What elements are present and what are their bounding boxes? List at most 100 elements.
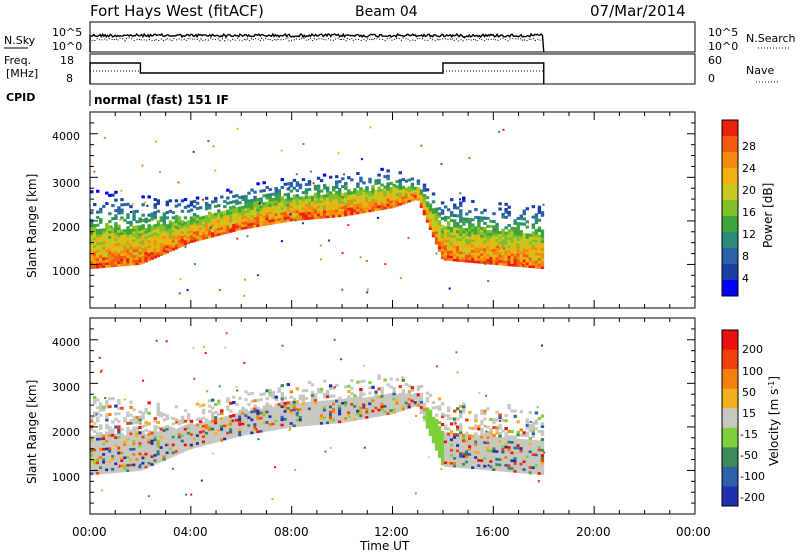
echo-cell bbox=[138, 238, 142, 242]
echo-cell bbox=[307, 216, 312, 220]
echo-cell bbox=[537, 234, 542, 238]
echo-cell bbox=[111, 243, 115, 247]
echo-cell bbox=[319, 189, 324, 193]
echo-cell bbox=[120, 440, 124, 444]
echo-cell bbox=[443, 242, 448, 246]
echo-cell bbox=[522, 246, 526, 250]
echo-cell bbox=[392, 186, 396, 190]
echo-cell bbox=[304, 217, 309, 221]
echo-cell bbox=[271, 221, 275, 225]
echo-cell bbox=[386, 190, 390, 194]
echo-cell bbox=[380, 402, 384, 406]
echo-cell bbox=[428, 419, 433, 423]
echo-cell bbox=[102, 251, 106, 255]
echo-cell bbox=[280, 199, 284, 203]
echo-cell bbox=[250, 217, 254, 221]
echo-cell bbox=[150, 436, 154, 440]
echo-cell bbox=[453, 242, 457, 246]
echo-cell bbox=[531, 249, 536, 253]
echo-cell bbox=[459, 423, 463, 427]
echo-cell bbox=[111, 433, 115, 437]
echo-cell bbox=[111, 251, 115, 255]
echo-cell bbox=[513, 237, 517, 241]
echo-cell bbox=[280, 397, 284, 401]
echo-cell bbox=[459, 235, 463, 239]
echo-cell bbox=[374, 401, 378, 405]
echo-cell bbox=[298, 423, 303, 427]
echo-cell bbox=[141, 438, 145, 442]
echo-cell bbox=[105, 262, 109, 266]
echo-cell bbox=[295, 199, 300, 203]
echo-cell bbox=[96, 249, 100, 253]
echo-cell bbox=[96, 434, 100, 438]
echo-cell bbox=[229, 417, 233, 421]
echo-cell bbox=[322, 173, 327, 177]
echo-cell bbox=[250, 418, 254, 422]
echo-cell bbox=[192, 442, 197, 446]
echo-cell bbox=[126, 252, 130, 256]
echo-cell bbox=[123, 456, 127, 460]
echo-cell bbox=[283, 409, 288, 413]
echo-cell bbox=[111, 465, 115, 469]
echo-cell bbox=[132, 212, 136, 216]
echo-cell bbox=[359, 408, 363, 412]
echo-cell bbox=[117, 258, 121, 262]
echo-cell bbox=[90, 242, 94, 246]
echo-cell bbox=[516, 446, 520, 450]
echo-cell bbox=[531, 262, 536, 266]
echo-cell bbox=[198, 232, 203, 236]
echo-cell bbox=[180, 444, 185, 448]
echo-cell bbox=[468, 249, 472, 253]
echo-cell bbox=[295, 217, 300, 221]
echo-cell bbox=[223, 424, 227, 428]
echo-cell bbox=[474, 461, 478, 465]
echo-cell bbox=[99, 455, 103, 459]
echo-cell bbox=[498, 465, 502, 469]
echo-cell bbox=[462, 222, 466, 226]
echo-cell bbox=[498, 262, 502, 266]
echo-cell bbox=[165, 234, 170, 238]
echo-outlier bbox=[435, 252, 438, 255]
echo-cell bbox=[356, 205, 360, 209]
echo-cell bbox=[198, 435, 203, 439]
echo-cell bbox=[465, 460, 469, 464]
echo-cell bbox=[271, 213, 275, 217]
echo-cell bbox=[498, 249, 502, 253]
echo-cell bbox=[265, 389, 269, 393]
echo-cell bbox=[244, 205, 248, 209]
echo-cell bbox=[507, 260, 511, 264]
echo-cell bbox=[416, 393, 421, 397]
echo-cell bbox=[495, 428, 499, 432]
echo-cell bbox=[186, 241, 191, 245]
echo-cell bbox=[117, 427, 121, 431]
echo-cell bbox=[277, 189, 281, 193]
echo-cell bbox=[380, 413, 384, 417]
echo-cell bbox=[111, 264, 115, 268]
echo-cell bbox=[335, 409, 339, 413]
echo-cell bbox=[347, 408, 351, 412]
echo-cell bbox=[410, 182, 415, 186]
echo-cell bbox=[489, 235, 493, 239]
echo-outlier bbox=[280, 149, 283, 152]
echo-cell bbox=[162, 413, 167, 417]
echo-cell bbox=[316, 187, 321, 191]
echo-cell bbox=[328, 420, 333, 424]
echo-cell bbox=[180, 220, 185, 224]
echo-cell bbox=[150, 251, 154, 255]
echo-cell bbox=[102, 434, 106, 438]
echo-cell bbox=[186, 428, 191, 432]
echo-cell bbox=[253, 430, 257, 434]
echo-cell bbox=[392, 191, 396, 195]
echo-cell bbox=[465, 233, 469, 237]
echo-cell bbox=[271, 414, 275, 418]
echo-cell bbox=[141, 448, 145, 452]
echo-cell bbox=[310, 198, 315, 202]
echo-cell bbox=[102, 408, 106, 412]
echo-cell bbox=[96, 189, 100, 193]
echo-cell bbox=[344, 419, 348, 423]
echo-cell bbox=[480, 438, 484, 442]
echo-cell bbox=[120, 263, 124, 267]
echo-outlier bbox=[458, 198, 461, 201]
echo-cell bbox=[159, 453, 163, 457]
echo-cell bbox=[531, 236, 536, 240]
